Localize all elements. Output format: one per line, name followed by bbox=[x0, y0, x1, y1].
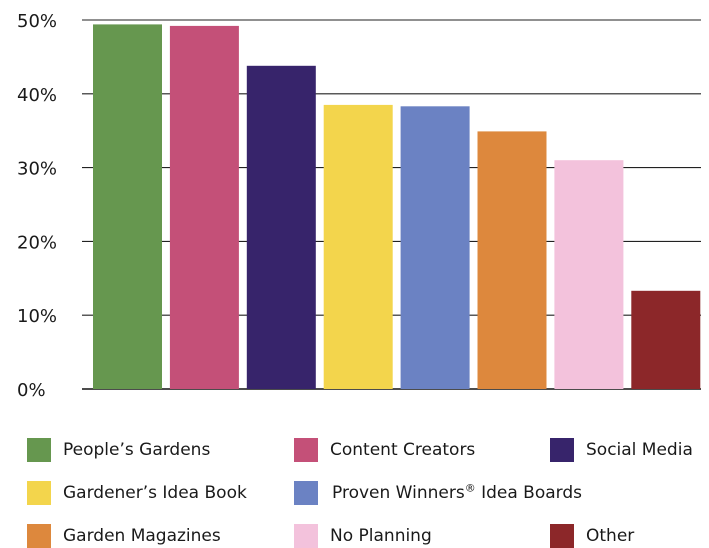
bar-proven-winners-idea-boards bbox=[400, 106, 470, 390]
legend-swatch-content-creators bbox=[294, 438, 318, 462]
registered-mark: ® bbox=[464, 481, 476, 495]
bar-gardeners-idea-book bbox=[323, 104, 393, 390]
bar-social-media bbox=[246, 65, 316, 390]
legend-item-proven-winners-idea-boards: Proven Winners® Idea Boards bbox=[294, 481, 582, 505]
bar-content-creators bbox=[169, 25, 239, 390]
bar-peoples-gardens bbox=[93, 24, 162, 390]
legend-swatch-gardeners-idea-book bbox=[27, 481, 51, 505]
y-tick-label-30: 30% bbox=[17, 159, 57, 180]
legend-item-gardeners-idea-book: Gardener’s Idea Book bbox=[27, 481, 247, 505]
legend-item-garden-magazines: Garden Magazines bbox=[27, 524, 221, 548]
legend-swatch-other bbox=[550, 524, 574, 548]
legend-label-idea-boards: Idea Boards bbox=[475, 483, 582, 503]
legend-label-content-creators: Content Creators bbox=[330, 440, 476, 460]
y-tick-label-50: 50% bbox=[17, 11, 57, 32]
legend-label-proven-winners-idea-boards: Proven Winners® Idea Boards bbox=[332, 481, 582, 505]
bars bbox=[93, 24, 701, 390]
bar-garden-magazines bbox=[477, 131, 547, 389]
bar-other bbox=[631, 290, 701, 389]
y-tick-label-40: 40% bbox=[17, 85, 57, 106]
legend-label-social-media: Social Media bbox=[586, 440, 693, 460]
legend-label-proven-winners: Proven Winners bbox=[332, 483, 465, 503]
bar-chart: 0% 10% 20% 30% 40% 50% bbox=[17, 11, 701, 401]
legend-item-peoples-gardens: People’s Gardens bbox=[27, 438, 210, 462]
y-tick-label-10: 10% bbox=[17, 306, 57, 327]
legend-item-no-planning: No Planning bbox=[294, 524, 432, 548]
legend-item-content-creators: Content Creators bbox=[294, 438, 475, 462]
legend-swatch-proven-winners-idea-boards bbox=[294, 481, 318, 505]
bar-no-planning bbox=[554, 160, 624, 389]
legend-label-no-planning: No Planning bbox=[330, 526, 432, 546]
y-tick-label-20: 20% bbox=[17, 232, 57, 253]
legend-item-other: Other bbox=[550, 524, 634, 548]
legend-item-social-media: Social Media bbox=[550, 438, 693, 462]
legend-swatch-garden-magazines bbox=[27, 524, 51, 548]
legend-label-peoples-gardens: People’s Gardens bbox=[63, 440, 211, 460]
legend-label-other: Other bbox=[586, 526, 635, 546]
legend-swatch-no-planning bbox=[294, 524, 318, 548]
y-tick-label-0: 0% bbox=[17, 380, 46, 401]
legend-label-gardeners-idea-book: Gardener’s Idea Book bbox=[63, 483, 247, 503]
legend-swatch-peoples-gardens bbox=[27, 438, 51, 462]
legend-label-garden-magazines: Garden Magazines bbox=[63, 526, 221, 546]
legend-swatch-social-media bbox=[550, 438, 574, 462]
